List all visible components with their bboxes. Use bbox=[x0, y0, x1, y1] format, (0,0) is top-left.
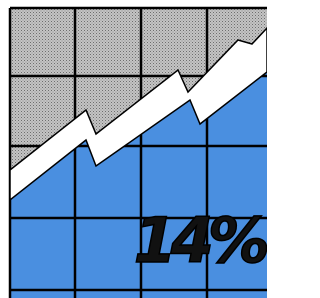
percent-label: 14% bbox=[134, 204, 267, 277]
page: 14% (() => { const data = JSON.parse(doc… bbox=[0, 0, 267, 298]
graphic: 14% bbox=[0, 0, 267, 298]
